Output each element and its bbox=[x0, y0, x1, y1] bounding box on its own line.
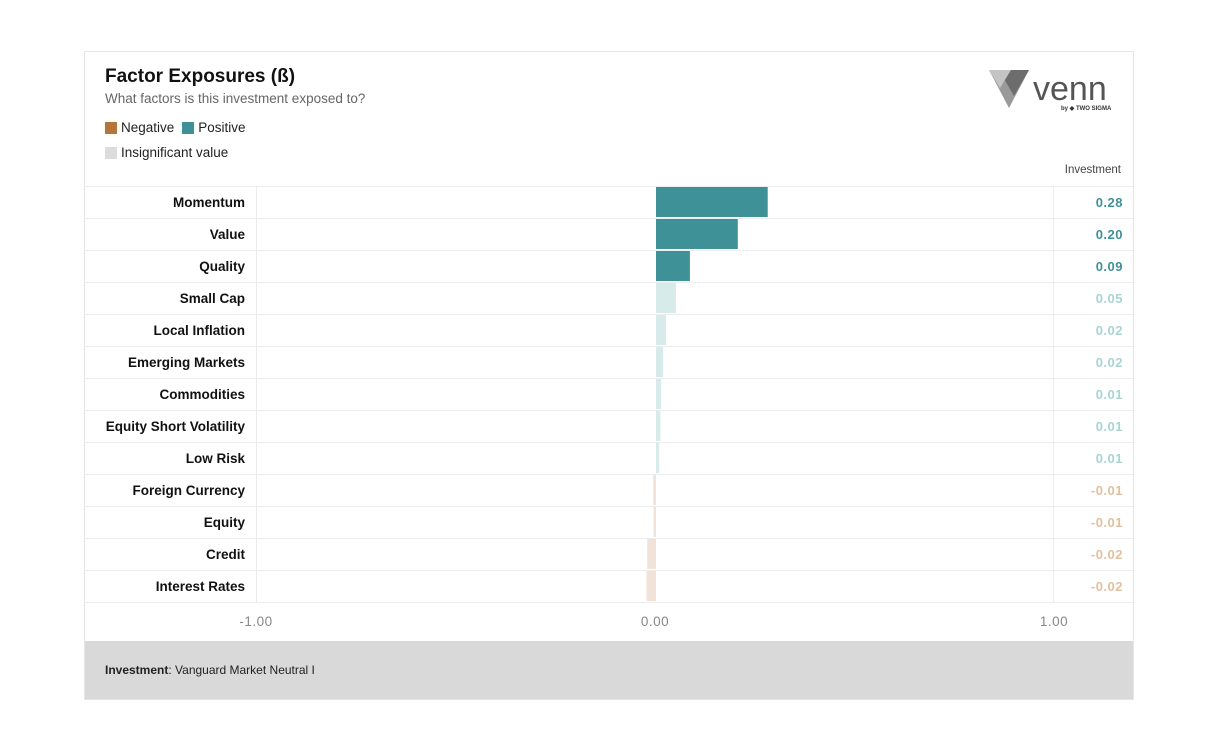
logo-byline: by ◆ TWO SIGMA bbox=[1061, 105, 1112, 112]
factor-value-label: 0.28 bbox=[1095, 195, 1123, 210]
bar-interest-rates[interactable] bbox=[646, 571, 656, 601]
table-row: Credit -0.02 bbox=[85, 538, 1133, 570]
table-row: Equity Short Volatility 0.01 bbox=[85, 410, 1133, 442]
footer: Investment: Vanguard Market Neutral I bbox=[85, 641, 1133, 699]
factor-value-label: 0.01 bbox=[1095, 451, 1123, 466]
bar-small-cap[interactable] bbox=[656, 283, 676, 313]
table-row: Local Inflation 0.02 bbox=[85, 314, 1133, 346]
insignificant-swatch bbox=[105, 146, 117, 159]
bar-credit[interactable] bbox=[647, 539, 656, 569]
bar-commodities[interactable] bbox=[656, 379, 662, 409]
bar-equity-short-volatility[interactable] bbox=[656, 411, 661, 441]
factor-value-label: -0.02 bbox=[1090, 579, 1123, 594]
plot-area bbox=[256, 186, 1054, 602]
positive-swatch bbox=[182, 121, 195, 134]
bar-local-inflation[interactable] bbox=[656, 315, 666, 345]
chart-title: Factor Exposures (ß) bbox=[105, 66, 296, 87]
factor-exposures-card: Factor Exposures (ß) What factors is thi… bbox=[84, 51, 1134, 700]
factor-label: Foreign Currency bbox=[132, 483, 245, 498]
factor-label: Small Cap bbox=[179, 291, 245, 306]
bar-low-risk[interactable] bbox=[656, 443, 660, 473]
factor-value-label: 0.02 bbox=[1095, 355, 1123, 370]
factor-label: Commodities bbox=[159, 387, 245, 402]
legend-insignificant-label: Insignificant value bbox=[121, 145, 229, 160]
factor-value-label: 0.09 bbox=[1095, 259, 1123, 274]
legend-positive-label: Positive bbox=[198, 120, 246, 135]
legend-negative-label: Negative bbox=[121, 120, 175, 135]
factor-label: Value bbox=[209, 227, 245, 242]
bar-emerging-markets[interactable] bbox=[656, 347, 664, 377]
logo-wordmark: venn bbox=[1033, 70, 1107, 108]
legend-item-positive[interactable]: Positive bbox=[182, 120, 246, 135]
factor-label: Quality bbox=[199, 259, 245, 274]
table-row: Foreign Currency -0.01 bbox=[85, 474, 1133, 506]
table-row: Small Cap 0.05 bbox=[85, 282, 1133, 314]
column-header-investment: Investment bbox=[1064, 164, 1121, 176]
factor-label: Low Risk bbox=[185, 451, 245, 466]
negative-swatch bbox=[105, 121, 117, 134]
factor-value-label: 0.20 bbox=[1095, 227, 1123, 242]
factor-value-label: 0.05 bbox=[1095, 291, 1123, 306]
table-row: Low Risk 0.01 bbox=[85, 442, 1133, 474]
factor-label: Momentum bbox=[173, 195, 245, 210]
factor-label: Credit bbox=[205, 547, 245, 562]
x-tick-label: 0.00 bbox=[640, 614, 670, 629]
legend-item-negative[interactable]: Negative bbox=[105, 120, 174, 135]
factor-label: Emerging Markets bbox=[127, 355, 245, 370]
legend-item-insignificant[interactable]: Insignificant value bbox=[105, 145, 228, 160]
table-row: Interest Rates -0.02 bbox=[85, 570, 1133, 602]
factor-value-label: -0.01 bbox=[1090, 483, 1123, 498]
table-row: Equity -0.01 bbox=[85, 506, 1133, 538]
factor-value-label: 0.01 bbox=[1095, 419, 1123, 434]
chart-subtitle: What factors is this investment exposed … bbox=[105, 91, 366, 106]
bar-equity[interactable] bbox=[653, 507, 656, 537]
footer-label: Investment bbox=[105, 663, 169, 677]
factor-value-label: 0.02 bbox=[1095, 323, 1123, 338]
factor-label: Local Inflation bbox=[153, 323, 245, 338]
bar-momentum[interactable] bbox=[656, 187, 768, 217]
venn-logo: venn by ◆ TWO SIGMA bbox=[989, 70, 1115, 112]
factor-label: Interest Rates bbox=[155, 579, 245, 594]
factor-value-label: 0.01 bbox=[1095, 387, 1123, 402]
table-row: Commodities 0.01 bbox=[85, 378, 1133, 410]
venn-logo-mark-icon: venn by ◆ TWO SIGMA bbox=[989, 70, 1112, 112]
factor-label: Equity bbox=[203, 515, 245, 530]
table-row: Value 0.20 bbox=[85, 218, 1133, 250]
x-tick-label: 1.00 bbox=[1039, 614, 1069, 629]
factor-value-label: -0.02 bbox=[1090, 547, 1123, 562]
bar-value[interactable] bbox=[656, 219, 738, 249]
bar-foreign-currency[interactable] bbox=[653, 475, 656, 505]
footer-value: : Vanguard Market Neutral I bbox=[168, 663, 315, 677]
table-row: Quality 0.09 bbox=[85, 250, 1133, 282]
factor-label: Equity Short Volatility bbox=[105, 419, 245, 434]
axis-baseline bbox=[85, 602, 1133, 603]
bar-quality[interactable] bbox=[656, 251, 690, 281]
bars-layer bbox=[646, 187, 768, 601]
legend: Negative Positive bbox=[105, 120, 254, 135]
factor-value-label: -0.01 bbox=[1090, 515, 1123, 530]
legend-secondary: Insignificant value bbox=[105, 145, 236, 160]
table-row: Emerging Markets 0.02 bbox=[85, 346, 1133, 378]
footer-text: Investment: Vanguard Market Neutral I bbox=[105, 663, 315, 677]
table-row: Momentum 0.28 bbox=[85, 186, 1133, 218]
x-tick-label: -1.00 bbox=[239, 614, 273, 629]
